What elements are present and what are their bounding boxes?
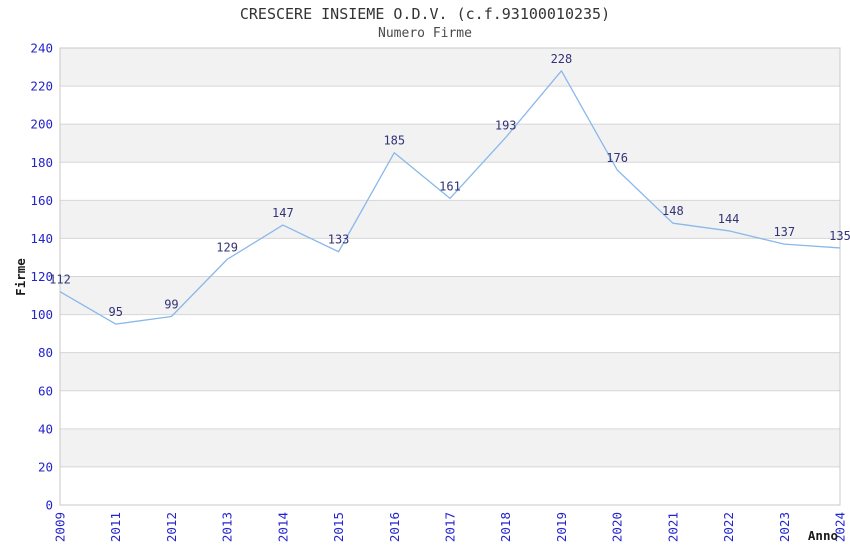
y-tick-label: 100 (30, 307, 53, 322)
plot-band (60, 86, 840, 125)
x-tick-label: 2016 (387, 512, 402, 542)
x-tick-label: 2018 (498, 512, 513, 542)
chart-title: CRESCERE INSIEME O.D.V. (c.f.93100010235… (239, 5, 611, 23)
x-tick-label: 2019 (554, 512, 569, 542)
data-label: 148 (662, 204, 684, 218)
plot-band (60, 428, 840, 467)
data-label: 95 (108, 305, 122, 319)
x-tick-label: 2013 (220, 512, 235, 542)
x-tick-label: 2011 (108, 512, 123, 542)
data-label: 144 (718, 212, 740, 226)
x-tick-label: 2017 (443, 512, 458, 542)
y-tick-label: 200 (30, 117, 53, 132)
plot-band (60, 390, 840, 429)
plot-band (60, 48, 840, 87)
data-label: 147 (272, 206, 294, 220)
data-label: 228 (551, 52, 573, 66)
plot-band (60, 352, 840, 391)
plot-band (60, 162, 840, 201)
plot-border (59, 47, 841, 506)
x-tick-label: 2022 (721, 512, 736, 542)
y-tick-label: 20 (38, 459, 53, 474)
plot-band (60, 276, 840, 315)
x-tick-label: 2021 (665, 512, 680, 542)
y-axis-tick-labels: 0 20 40 60 80 100 120 140 160 180 200 220 240 (30, 41, 53, 513)
x-tick-label: 2015 (331, 512, 346, 542)
x-tick-label: 2009 (53, 512, 68, 542)
plot-band (60, 124, 840, 163)
y-tick-label: 140 (30, 231, 53, 246)
data-label: 129 (216, 240, 238, 254)
chart-subtitle: Numero Firme (378, 26, 472, 41)
y-tick-label: 80 (38, 345, 53, 360)
plot-band (60, 466, 840, 505)
y-tick-label: 60 (38, 383, 53, 398)
y-tick-label: 40 (38, 421, 53, 436)
data-label: 176 (606, 151, 628, 165)
y-tick-label: 160 (30, 193, 53, 208)
y-tick-label: 220 (30, 79, 53, 94)
data-label: 135 (829, 229, 850, 243)
x-tick-label: 2024 (833, 512, 848, 542)
y-tick-label: 240 (30, 41, 53, 56)
y-tick-label: 120 (30, 269, 53, 284)
plot-band (60, 200, 840, 239)
x-tick-label: 2023 (777, 512, 792, 542)
data-label: 193 (495, 118, 517, 132)
data-label: 137 (773, 225, 795, 239)
data-label: 161 (439, 179, 461, 193)
x-tick-label: 2012 (164, 512, 179, 542)
x-axis-title: Anno (808, 528, 838, 543)
data-label: 99 (164, 297, 178, 311)
x-axis-tick-labels: 2009 2011 2012 2013 2014 2015 2016 2017 2018 2019… (53, 512, 848, 542)
x-tick-label: 2014 (275, 512, 290, 542)
plot-bands (60, 48, 840, 505)
data-label: 133 (328, 233, 350, 247)
y-tick-label: 0 (45, 498, 53, 513)
data-label: 185 (383, 134, 405, 148)
plot-band (60, 238, 840, 277)
series-line (59, 70, 841, 325)
data-labels: 112 95 99 129 147 133 185 161 193 228 176 148 144 137… (49, 52, 850, 319)
y-axis-title: Firme (13, 258, 28, 296)
data-label: 112 (49, 273, 71, 287)
x-tick-label: 2020 (610, 512, 625, 542)
plot-band (60, 314, 840, 353)
y-tick-label: 180 (30, 155, 53, 170)
